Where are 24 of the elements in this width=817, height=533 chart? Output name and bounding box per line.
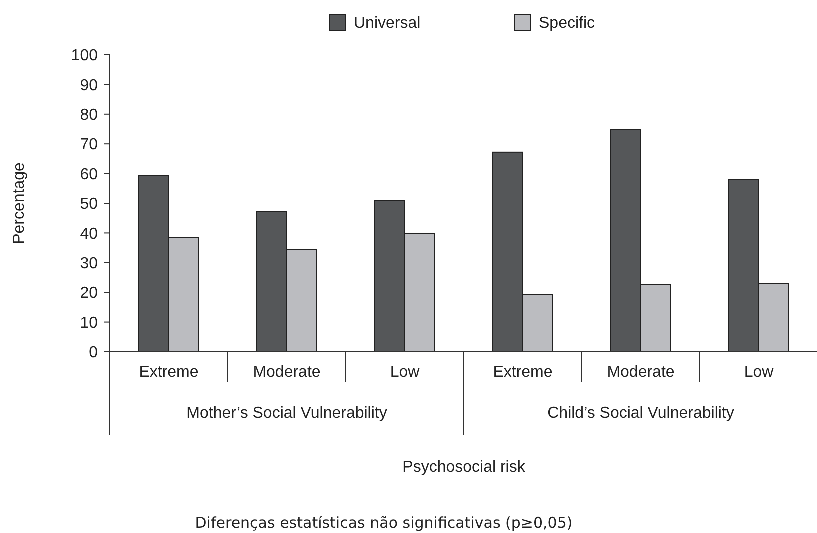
text: Mother’s Social Vulnerability [186, 405, 388, 422]
x-axis-title: Psychosocial risk [402, 459, 526, 476]
x-tick-label: Moderate [607, 364, 675, 381]
text: Diferenças estatísticas não significativas (p≥0,05) [195, 514, 573, 532]
y-tick-label: 20 [80, 285, 98, 302]
x-tick-label: Moderate [253, 364, 321, 381]
y-tick-label: 80 [80, 107, 98, 124]
x-tick-label: Low [390, 364, 420, 381]
legend-label: Universal [354, 15, 421, 32]
y-tick-label: 50 [80, 196, 98, 214]
y-tick-label: 0 [89, 344, 98, 362]
y-tick-label: 30 [80, 256, 98, 272]
y-tick-label: 70 [80, 136, 98, 154]
y-tick-label: 90 [80, 77, 98, 94]
text: Child’s Social Vulnerability [548, 405, 734, 422]
y-tick-label: 60 [80, 166, 98, 184]
y-axis-title: Percentage [11, 162, 28, 244]
y-tick-label: 40 [80, 226, 98, 243]
x-tick-label: Low [744, 364, 774, 381]
x-tick-label: Extreme [493, 364, 553, 381]
y-tick-label: 10 [80, 314, 98, 332]
y-tick-label: 100 [71, 48, 98, 65]
legend-label: Specific [539, 15, 596, 32]
x-tick-label: Extreme [139, 364, 199, 381]
